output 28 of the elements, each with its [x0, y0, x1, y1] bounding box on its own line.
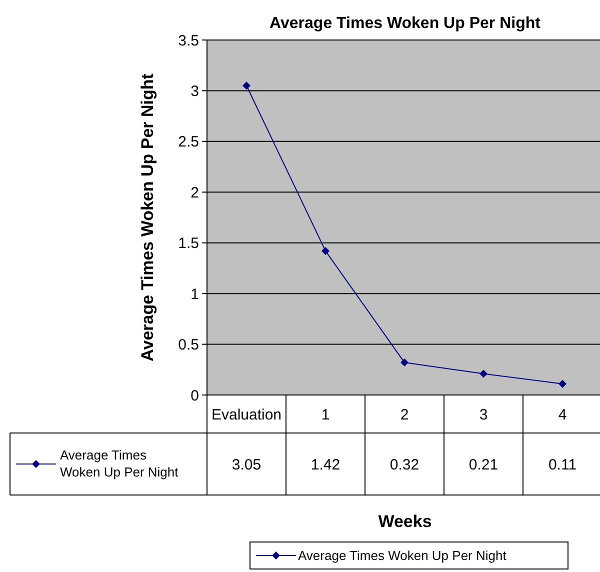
x-tick-label: 2	[400, 406, 409, 424]
y-tick-label: 0	[190, 387, 199, 404]
x-tick-label: 4	[558, 406, 567, 424]
text: Average Times Woken Up Per Night	[298, 548, 506, 564]
data-label: 0.32	[390, 456, 420, 474]
point	[322, 246, 330, 255]
point	[242, 82, 250, 90]
y-tick-label: 1.5	[178, 235, 199, 252]
x-tick-label: 1	[321, 406, 330, 424]
y-axis-title: Average Times Woken Up Per Night	[138, 73, 157, 362]
point	[480, 370, 488, 378]
chart-title: Average Times Woken Up Per Night	[270, 15, 542, 32]
y-tick-label: 2	[190, 184, 199, 202]
data-label: 1.42	[310, 456, 340, 474]
y-tick-label: 1	[190, 286, 199, 303]
data-label: 0.21	[468, 456, 498, 474]
data-label: 0.11	[548, 456, 577, 474]
y-tick-label: 0.5	[178, 336, 199, 354]
y-tick-label: 2.5	[178, 134, 199, 151]
y-tick-label: 3	[190, 82, 199, 100]
legend-label: Average Times Woken Up Per Night	[60, 448, 179, 480]
x-tick-label: Evaluation	[211, 406, 282, 424]
text: Weeks	[378, 512, 432, 531]
point	[400, 358, 408, 367]
point	[558, 380, 566, 388]
y-tick-label: 3.5	[178, 32, 199, 50]
data-label: 3.05	[232, 456, 262, 474]
x-tick-label: 3	[479, 406, 488, 424]
